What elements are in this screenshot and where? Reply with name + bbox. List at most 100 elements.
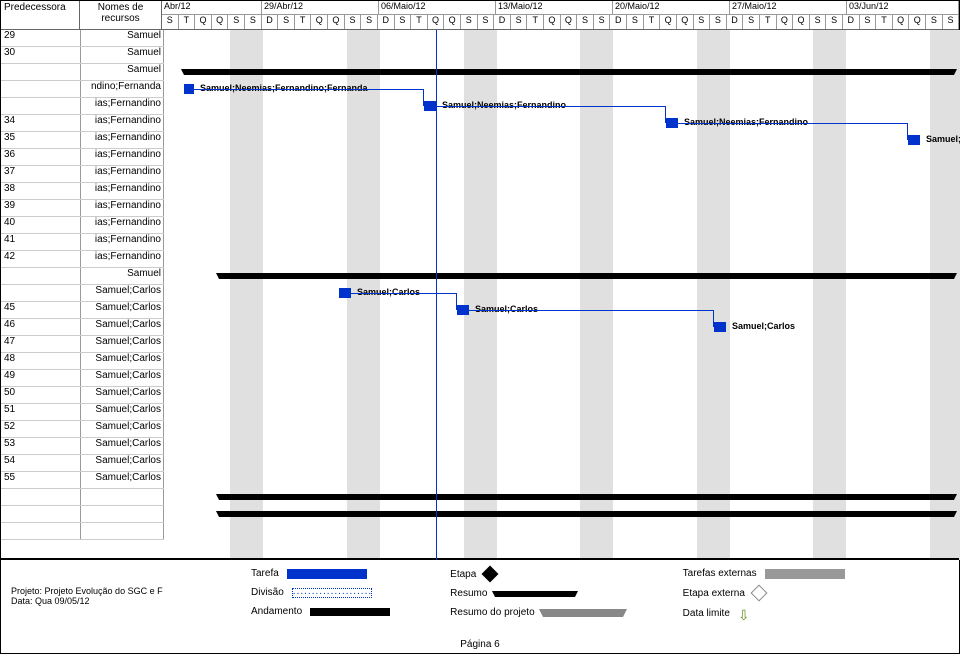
- resource-cell: [81, 523, 164, 539]
- predecessor-cell: 54: [1, 455, 81, 471]
- predecessor-cell: [1, 489, 81, 505]
- predecessor-cell: 34: [1, 115, 81, 131]
- date-header: 29/Abr/12: [262, 1, 379, 14]
- gantt-row: [164, 472, 959, 489]
- predecessor-cell: 37: [1, 166, 81, 182]
- day-header: S: [577, 15, 594, 29]
- task-row: 38ias;Fernandino: [1, 183, 164, 200]
- day-header: S: [361, 15, 378, 29]
- gantt-row: [164, 438, 959, 455]
- predecessor-cell: [1, 523, 81, 539]
- gantt-row: [164, 47, 959, 64]
- day-header: Q: [777, 15, 794, 29]
- task-row: 54Samuel;Carlos: [1, 455, 164, 472]
- summary-bar[interactable]: [219, 273, 954, 279]
- project-name: Projeto: Projeto Evolução do SGC e F: [11, 586, 221, 596]
- day-header: S: [860, 15, 877, 29]
- predecessor-cell: 40: [1, 217, 81, 233]
- task-row: 49Samuel;Carlos: [1, 370, 164, 387]
- resource-cell: Samuel;Carlos: [81, 336, 164, 352]
- legend-etapa: Etapa: [450, 568, 623, 580]
- predecessor-cell: 35: [1, 132, 81, 148]
- day-header: Q: [793, 15, 810, 29]
- predecessor-cell: [1, 268, 81, 284]
- dependency-line: [713, 310, 714, 327]
- predecessor-cell: 53: [1, 438, 81, 454]
- dependency-line: [351, 293, 457, 294]
- task-row: 37ias;Fernandino: [1, 166, 164, 183]
- gantt-row: [164, 64, 959, 81]
- task-label: Samuel;Neemias;Fernandino;Fernanda: [200, 83, 368, 93]
- resource-cell: ias;Fernandino: [81, 115, 164, 131]
- gantt-container: Predecessora Nomes de recursos Abr/1229/…: [0, 0, 960, 654]
- task-label: Samuel;N: [926, 134, 960, 144]
- task-bar[interactable]: [666, 118, 678, 128]
- task-row: Samuel;Carlos: [1, 285, 164, 302]
- date-header: 20/Maio/12: [613, 1, 730, 14]
- task-row: 40ias;Fernandino: [1, 217, 164, 234]
- predecessor-cell: 55: [1, 472, 81, 488]
- timeline-header: Abr/1229/Abr/1206/Maio/1213/Maio/1220/Ma…: [162, 1, 959, 29]
- legend: Projeto: Projeto Evolução do SGC e F Dat…: [1, 558, 959, 653]
- resource-cell: ias;Fernandino: [81, 132, 164, 148]
- summary-bar[interactable]: [184, 69, 954, 75]
- summary-bar[interactable]: [219, 511, 954, 517]
- legend-divisao: Divisão: [251, 587, 390, 598]
- gantt-row: [164, 251, 959, 268]
- task-bar[interactable]: [457, 305, 469, 315]
- gantt-area: Samuel;Neemias;Fernandino;Fernanda Samuel…: [164, 30, 959, 560]
- header: Predecessora Nomes de recursos Abr/1229/…: [1, 1, 959, 30]
- resource-cell: Samuel: [81, 64, 164, 80]
- resource-cell: Samuel: [81, 47, 164, 63]
- day-header: S: [926, 15, 943, 29]
- legend-limite: Data limite: [683, 607, 845, 619]
- resource-cell: Samuel;Carlos: [81, 285, 164, 301]
- resource-cell: ias;Fernandino: [81, 166, 164, 182]
- day-header: S: [228, 15, 245, 29]
- gantt-row: Samuel;Carlos: [164, 285, 959, 302]
- gantt-row: [164, 166, 959, 183]
- predecessor-cell: [1, 285, 81, 301]
- task-bar[interactable]: [184, 84, 194, 94]
- day-header: T: [760, 15, 777, 29]
- task-bar[interactable]: [714, 322, 726, 332]
- task-row: 29Samuel: [1, 30, 164, 47]
- task-bar[interactable]: [424, 101, 436, 111]
- task-row: ndino;Fernanda: [1, 81, 164, 98]
- predecessor-cell: 47: [1, 336, 81, 352]
- predecessor-cell: 50: [1, 387, 81, 403]
- task-row: [1, 506, 164, 523]
- task-bar[interactable]: [908, 135, 920, 145]
- resource-cell: Samuel;Carlos: [81, 455, 164, 471]
- resource-cell: Samuel;Carlos: [81, 404, 164, 420]
- task-row: 35ias;Fernandino: [1, 132, 164, 149]
- day-header: S: [245, 15, 262, 29]
- col-header-resources: Nomes de recursos: [80, 1, 162, 29]
- day-header: S: [826, 15, 843, 29]
- day-header: Q: [328, 15, 345, 29]
- gantt-row: [164, 30, 959, 47]
- page-number: Página 6: [460, 639, 499, 650]
- current-date-line: [436, 30, 437, 560]
- day-header: S: [743, 15, 760, 29]
- resource-cell: Samuel;Carlos: [81, 302, 164, 318]
- date-header: Abr/12: [162, 1, 262, 14]
- task-row: 42ias;Fernandino: [1, 251, 164, 268]
- day-header: Q: [660, 15, 677, 29]
- task-bar[interactable]: [339, 288, 351, 298]
- predecessor-cell: [1, 81, 81, 97]
- resource-cell: ias;Fernandino: [81, 217, 164, 233]
- day-header: D: [843, 15, 860, 29]
- summary-bar[interactable]: [219, 494, 954, 500]
- dependency-line: [456, 293, 457, 310]
- gantt-row: [164, 506, 959, 523]
- day-header: S: [478, 15, 495, 29]
- task-row: 45Samuel;Carlos: [1, 302, 164, 319]
- predecessor-cell: 45: [1, 302, 81, 318]
- gantt-row: [164, 268, 959, 285]
- day-header: D: [727, 15, 744, 29]
- task-row: Samuel: [1, 268, 164, 285]
- day-header: Q: [893, 15, 910, 29]
- predecessor-cell: [1, 64, 81, 80]
- task-label: Samuel;Carlos: [475, 304, 538, 314]
